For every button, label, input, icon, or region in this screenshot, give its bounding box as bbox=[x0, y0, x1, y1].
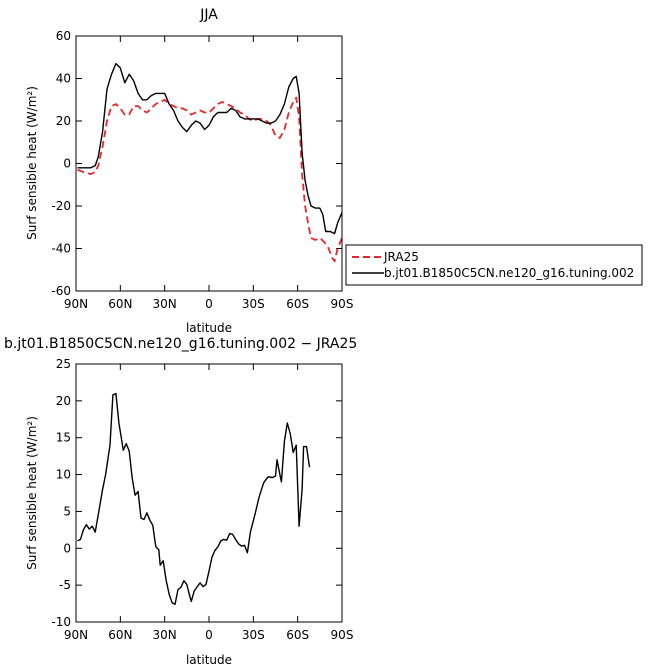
difference-line bbox=[77, 392, 311, 605]
y-tick-label: 25 bbox=[56, 357, 71, 371]
y-tick-label: 15 bbox=[56, 431, 71, 445]
legend: JRA25 b.jt01.B1850C5CN.ne120_g16.tuning.… bbox=[345, 244, 643, 286]
y-tick-label: 0 bbox=[63, 157, 71, 171]
y-tick-label: -10 bbox=[51, 615, 71, 629]
y-tick-label: 10 bbox=[56, 468, 71, 482]
legend-box bbox=[345, 244, 643, 286]
top-panel: JJA -60 -40 -20 0 20 40 60 90N 60N 30N 0 30S 60S 90S… bbox=[25, 7, 353, 335]
x-tick-label: 90S bbox=[331, 297, 354, 311]
legend-entry-jra25: JRA25 bbox=[383, 250, 419, 264]
y-tick-label: 20 bbox=[56, 394, 71, 408]
y-tick-label: 60 bbox=[56, 29, 71, 43]
y-tick-label: 20 bbox=[56, 114, 71, 128]
x-tick-label: 90N bbox=[64, 297, 88, 311]
jra25-line bbox=[77, 96, 343, 263]
b-jt01-b1850c5cn-ne120-g16-tuning-002-line bbox=[77, 62, 343, 235]
x-tick-label: 0 bbox=[205, 628, 213, 642]
y-tick-label: -60 bbox=[51, 284, 71, 298]
bottom-y-ticks: -10 -5 0 5 10 15 20 25 bbox=[51, 357, 342, 629]
x-tick-label: 0 bbox=[205, 297, 213, 311]
bottom-series bbox=[77, 392, 311, 605]
bottom-x-label: latitude bbox=[186, 653, 232, 667]
top-title: JJA bbox=[199, 7, 218, 23]
bottom-y-label: Surf sensible heat (W/m²) bbox=[25, 416, 39, 570]
y-tick-label: -5 bbox=[59, 578, 71, 592]
x-tick-label: 90S bbox=[331, 628, 354, 642]
bottom-panel: b.jt01.B1850C5CN.ne120_g16.tuning.002 − … bbox=[4, 336, 357, 667]
x-tick-label: 60S bbox=[286, 628, 309, 642]
bottom-x-ticks: 90N 60N 30N 0 30S 60S 90S bbox=[64, 364, 354, 642]
bottom-plot-frame bbox=[75, 363, 343, 623]
bottom-title: b.jt01.B1850C5CN.ne120_g16.tuning.002 − … bbox=[4, 336, 357, 352]
top-series bbox=[77, 62, 343, 263]
y-tick-label: -20 bbox=[51, 199, 71, 213]
x-tick-label: 60N bbox=[108, 297, 132, 311]
x-tick-label: 30S bbox=[242, 628, 265, 642]
top-y-label: Surf sensible heat (W/m²) bbox=[25, 86, 39, 240]
y-tick-label: 5 bbox=[63, 504, 71, 518]
y-tick-label: 0 bbox=[63, 541, 71, 555]
x-tick-label: 30S bbox=[242, 297, 265, 311]
x-tick-label: 60N bbox=[108, 628, 132, 642]
top-x-label: latitude bbox=[186, 321, 232, 335]
legend-entry-model: b.jt01.B1850C5CN.ne120_g16.tuning.002 bbox=[384, 266, 634, 280]
y-tick-label: -40 bbox=[51, 242, 71, 256]
top-x-ticks: 90N 60N 30N 0 30S 60S 90S bbox=[64, 36, 354, 311]
x-tick-label: 30N bbox=[153, 297, 177, 311]
x-tick-label: 30N bbox=[153, 628, 177, 642]
y-tick-label: 40 bbox=[56, 72, 71, 86]
x-tick-label: 60S bbox=[286, 297, 309, 311]
x-tick-label: 90N bbox=[64, 628, 88, 642]
top-plot-frame bbox=[75, 35, 343, 292]
top-y-ticks: -60 -40 -20 0 20 40 60 bbox=[51, 29, 342, 298]
